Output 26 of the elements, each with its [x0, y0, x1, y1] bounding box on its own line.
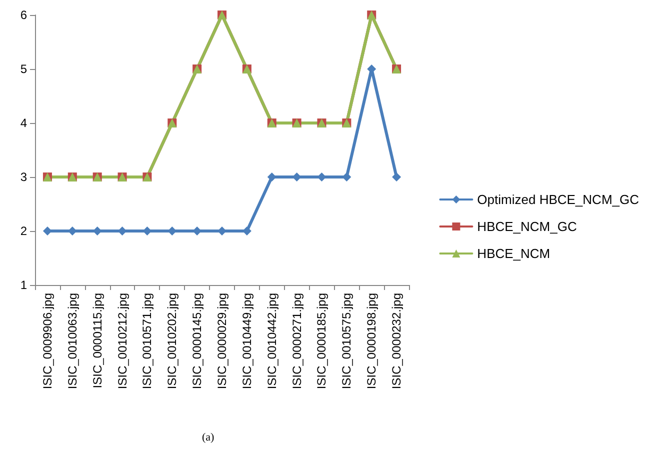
- legend-label: HBCE_NCM_GC: [477, 219, 577, 234]
- x-tick-label: ISIC_0000185.jpg: [314, 293, 329, 390]
- x-tick-label: ISIC_0010575.jpg: [340, 293, 354, 390]
- y-tick-label: 5: [20, 62, 28, 76]
- y-tick-label: 1: [20, 278, 28, 292]
- x-tick-label: ISIC_0010063.jpg: [65, 293, 80, 390]
- x-tick-label: ISIC_0000115.jpg: [90, 293, 104, 388]
- y-tick-label: 2: [20, 224, 28, 238]
- x-tick-label: ISIC_0010571.jpg: [140, 293, 154, 390]
- x-tick-label: ISIC_0010202.jpg: [165, 293, 180, 390]
- x-tick-label: ISIC_0010212.jpg: [115, 293, 130, 390]
- x-tick-label: ISIC_0010442.jpg: [264, 293, 279, 390]
- x-tick-label: ISIC_0000029.jpg: [215, 293, 229, 390]
- text: (a): [202, 432, 215, 444]
- y-tick-label: 4: [20, 116, 28, 130]
- y-tick-label: 6: [20, 8, 28, 22]
- x-tick-label: ISIC_0000232.jpg: [390, 293, 404, 390]
- point: [392, 172, 402, 182]
- x-tick-label: ISIC_0000271.jpg: [290, 293, 304, 390]
- x-tick-label: ISIC_0010449.jpg: [240, 293, 254, 390]
- y-tick-label: 3: [20, 170, 28, 184]
- x-tick-label: ISIC_0000198.jpg: [364, 293, 379, 390]
- legend-label: Optimized HBCE_NCM_GC: [477, 192, 640, 207]
- x-tick-label: ISIC_0000145.jpg: [190, 293, 204, 390]
- x-tick-label: ISIC_0009906.jpg: [40, 293, 54, 390]
- legend-label: HBCE_NCM: [477, 246, 550, 261]
